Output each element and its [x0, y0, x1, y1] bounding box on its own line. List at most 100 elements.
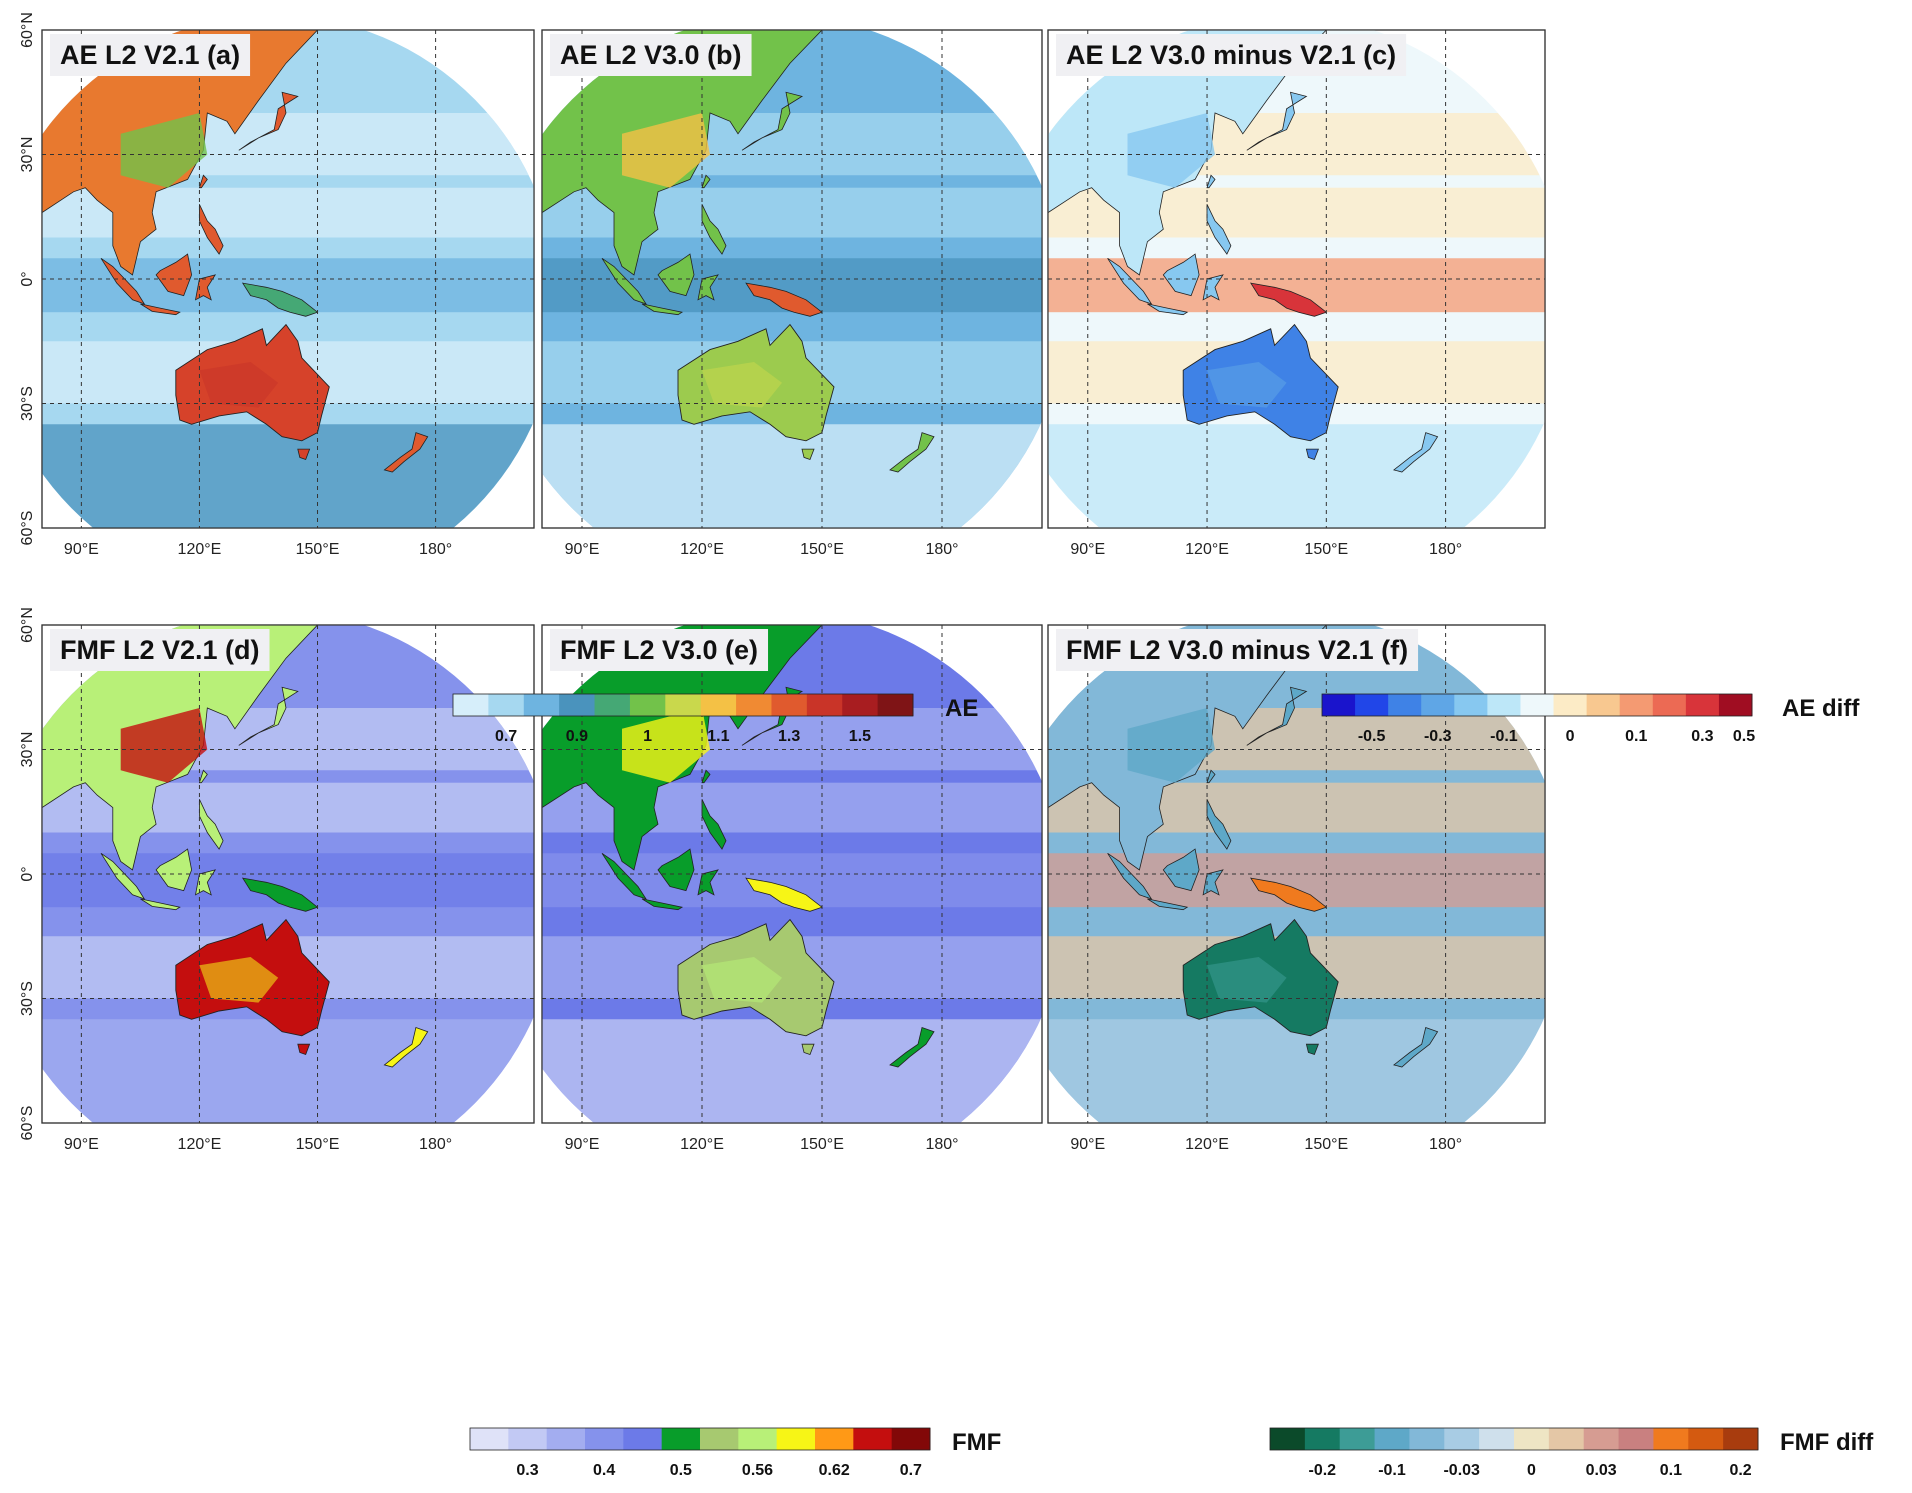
panel-border [1047, 624, 1546, 1124]
lat-label: 60°N [19, 12, 36, 48]
lon-label: 90°E [1070, 541, 1105, 558]
colorbar-label: AE diff [1782, 695, 1860, 722]
land-tasmania [1305, 448, 1319, 461]
land-asia-inner [1127, 113, 1215, 188]
land-asia-inner [622, 708, 710, 783]
land-taiwan [1206, 769, 1216, 784]
land-taiwan [1206, 174, 1216, 189]
longitude-labels: 90°E 120°E 150°E 180° [64, 541, 452, 558]
colorbar-swatch [623, 1428, 663, 1450]
land-japan [741, 91, 804, 151]
land-sumatra [100, 257, 146, 305]
panel-title-background [1056, 629, 1419, 671]
colorbar-swatch [891, 1428, 931, 1450]
land-philippines [1206, 799, 1232, 850]
colorbar-swatch [1421, 694, 1455, 716]
colorbar-swatch [877, 694, 914, 716]
land-tasmania [297, 448, 311, 461]
panel-title-box: FMF L2 V3.0 (e) [550, 629, 769, 671]
colorbar-fmf-diff: -0.2 -0.1 -0.03 0 0.03 0.1 0.2 FMF diff [1269, 1427, 1874, 1479]
colorbar-swatch [1322, 694, 1356, 716]
colorbar-swatch [665, 694, 702, 716]
lon-label: 150°E [1304, 1136, 1348, 1153]
data-field [41, 624, 534, 1123]
colorbar-swatch [453, 694, 489, 716]
colorbar-swatch [776, 1428, 816, 1450]
lon-label: 180° [1429, 1136, 1462, 1153]
land-sumatra [601, 257, 647, 305]
land-borneo [155, 848, 193, 892]
lon-label: 150°E [296, 1136, 340, 1153]
colorbar-swatch [1653, 1428, 1689, 1450]
panel-title-box: AE L2 V2.1 (a) [50, 34, 251, 76]
panel-title-background [50, 629, 270, 671]
map-panels: AE L2 V2.1 (a) 60°N 30°N 0° 30°S 60°S 90°E 120°… [19, 12, 1546, 1153]
panel-title-background [550, 34, 752, 76]
land-taiwan [198, 769, 208, 784]
lon-label: 90°E [1070, 1136, 1105, 1153]
colorbar-swatch [523, 694, 560, 716]
colorbar-tick-label: 1.5 [849, 728, 871, 745]
land-philippines [1206, 204, 1232, 255]
colorbar-tick-label: 0.9 [566, 728, 588, 745]
colorbar-tick-label: 0.1 [1625, 728, 1647, 745]
panel-border [541, 29, 1043, 529]
land-new-zealand [889, 1026, 935, 1068]
colorbar-tick-label: 1.3 [778, 728, 800, 745]
colorbar-swatch [585, 1428, 624, 1450]
colorbar-swatch [771, 694, 808, 716]
lat-label: 30°N [19, 732, 36, 768]
colorbar-fmf: 0.3 0.4 0.5 0.56 0.62 0.7 FMF [469, 1427, 1001, 1479]
lon-label: 120°E [178, 541, 222, 558]
colorbar-swatch [1520, 694, 1555, 716]
colorbar-swatch [1718, 694, 1753, 716]
lon-label: 120°E [680, 1136, 724, 1153]
land-png [1249, 282, 1328, 317]
colorbar-swatch [1514, 1428, 1550, 1450]
colorbar-swatch [738, 1428, 778, 1450]
graticule [42, 30, 534, 528]
land-taiwan [701, 174, 711, 189]
colorbar-tick-label: 0.3 [1691, 728, 1713, 745]
land-australia-inner [199, 957, 279, 1003]
land-australia-inner [199, 362, 279, 408]
colorbar-swatch [508, 1428, 548, 1450]
colorbar-swatch [815, 1428, 854, 1450]
lon-label: 120°E [680, 541, 724, 558]
colorbar-tick-label: -0.03 [1443, 1462, 1480, 1479]
land-sumatra [1107, 257, 1153, 305]
lon-label: 120°E [1185, 1136, 1229, 1153]
lat-label: 30°N [19, 137, 36, 173]
colorbar-swatch [806, 694, 843, 716]
colorbar-swatch [853, 1428, 893, 1450]
lon-label: 150°E [800, 541, 844, 558]
panel-border [41, 624, 535, 1124]
land-japan [1246, 91, 1308, 151]
lon-label: 180° [1429, 541, 1462, 558]
graticule [542, 30, 1042, 528]
colorbar-tick-label: 0.7 [900, 1462, 922, 1479]
colorbar-swatch [1487, 694, 1521, 716]
land-java [641, 898, 684, 911]
colorbar-tick-label: 0.03 [1586, 1462, 1617, 1479]
lon-label: 90°E [64, 541, 99, 558]
colorbar-frame [1269, 1427, 1759, 1451]
land-asia-inner [1127, 708, 1215, 783]
land-png [745, 877, 823, 912]
colorbar-tick-label: 0.5 [670, 1462, 692, 1479]
colorbar-swatch [1583, 1428, 1620, 1450]
colorbar-tick-label: 1.1 [707, 728, 729, 745]
panel-title-background [50, 34, 251, 76]
land-asia-inner [120, 708, 208, 783]
graticule [1048, 30, 1545, 528]
colorbar-tick-label: -0.2 [1308, 1462, 1336, 1479]
land-philippines [199, 204, 224, 255]
lat-label: 30°S [19, 386, 36, 421]
colorbar-swatch [1388, 694, 1422, 716]
land-new-zealand [383, 432, 429, 473]
lon-label: 90°E [565, 541, 600, 558]
ocean-band [1048, 424, 1545, 528]
land-taiwan [701, 769, 711, 784]
longitude-labels: 90°E 120°E 150°E 180° [64, 1136, 452, 1153]
